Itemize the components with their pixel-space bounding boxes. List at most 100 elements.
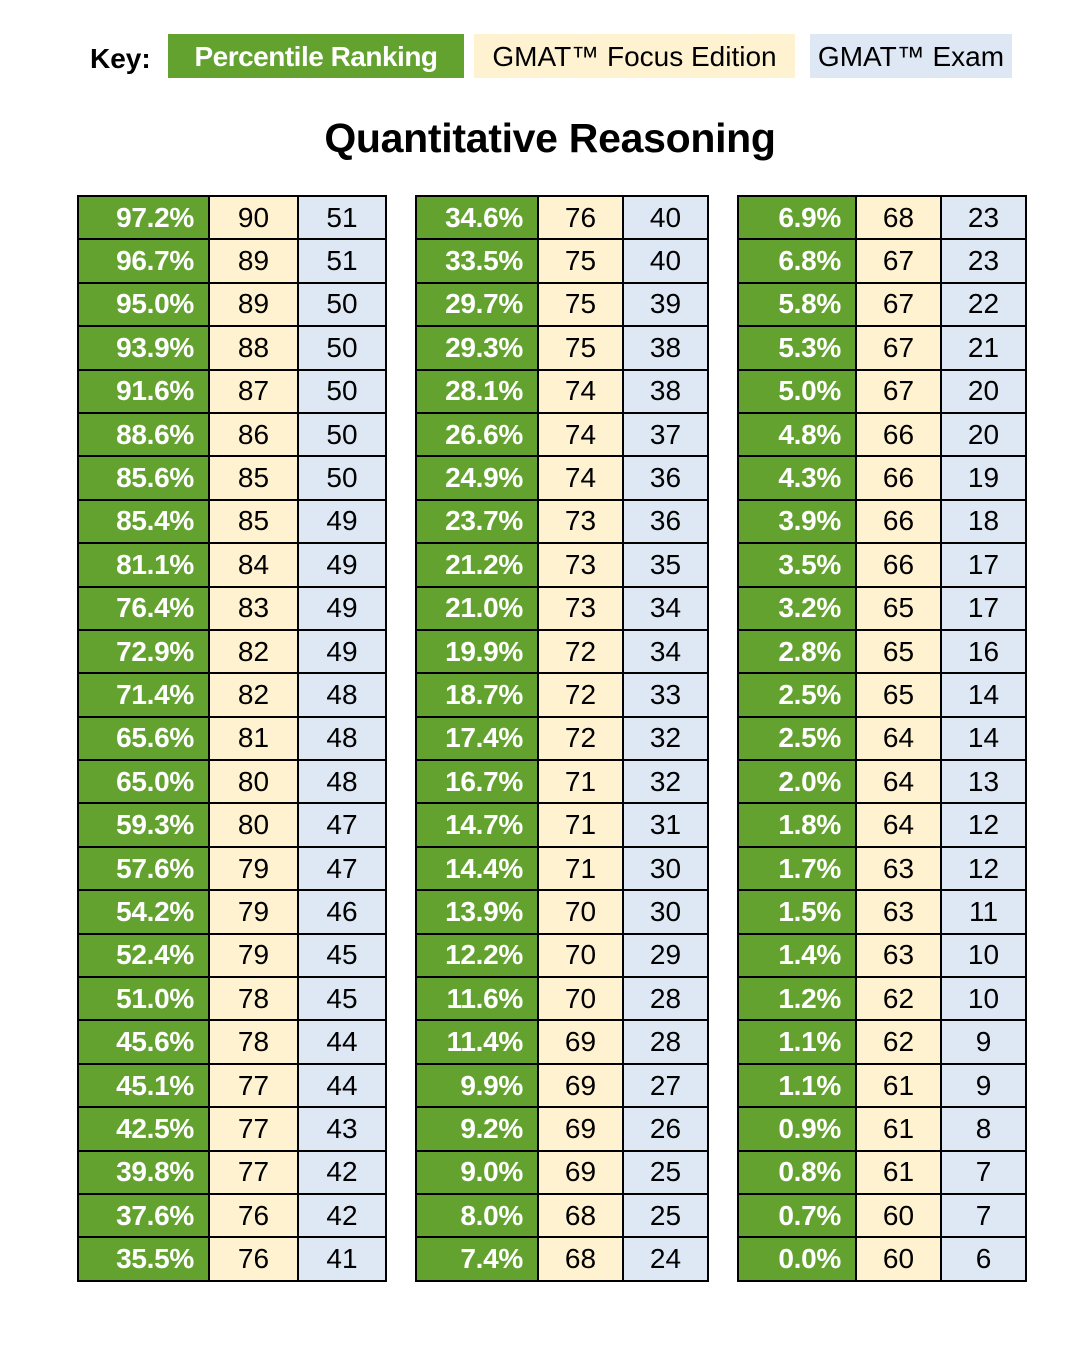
classic-score-cell: 29: [622, 932, 709, 979]
focus-score-cell: 74: [537, 455, 624, 501]
focus-score-cell: 72: [537, 715, 624, 762]
focus-score-cell: 77: [208, 1149, 299, 1195]
classic-score-cell: 50: [297, 455, 387, 501]
percentile-cell: 3.9%: [737, 498, 857, 545]
percentile-cell: 12.2%: [415, 932, 539, 979]
percentile-cell: 0.8%: [737, 1149, 857, 1195]
focus-score-cell: 84: [208, 542, 299, 588]
focus-score-cell: 61: [855, 1149, 942, 1195]
percentile-cell: 0.9%: [737, 1106, 857, 1152]
table-row: 23.7% 73 36: [415, 498, 709, 545]
classic-score-cell: 48: [297, 759, 387, 805]
table-row: 51.0% 78 45: [77, 976, 387, 1022]
focus-score-cell: 82: [208, 672, 299, 718]
table-row: 0.8% 61 7: [737, 1149, 1027, 1195]
percentile-cell: 4.8%: [737, 411, 857, 458]
percentile-cell: 65.6%: [77, 715, 210, 762]
classic-score-cell: 7: [940, 1149, 1027, 1195]
classic-score-cell: 49: [297, 628, 387, 675]
percentile-cell: 21.0%: [415, 585, 539, 631]
table-row: 2.5% 64 14: [737, 715, 1027, 762]
table-row: 29.3% 75 38: [415, 325, 709, 371]
table-row: 14.7% 71 31: [415, 802, 709, 848]
percentile-cell: 1.1%: [737, 1019, 857, 1065]
focus-score-cell: 67: [855, 281, 942, 328]
score-table-2: 34.6% 76 40 33.5% 75 40 29.7% 75 39 29.3% 75 38 28.1…: [415, 194, 709, 1282]
table-row: 54.2% 79 46: [77, 889, 387, 935]
percentile-cell: 93.9%: [77, 325, 210, 371]
classic-score-cell: 14: [940, 715, 1027, 762]
percentile-cell: 45.1%: [77, 1062, 210, 1109]
classic-score-cell: 9: [940, 1019, 1027, 1065]
percentile-cell: 19.9%: [415, 628, 539, 675]
percentile-cell: 37.6%: [77, 1192, 210, 1239]
table-row: 4.8% 66 20: [737, 411, 1027, 458]
focus-score-cell: 62: [855, 1019, 942, 1065]
focus-score-cell: 70: [537, 889, 624, 935]
table-row: 97.2% 90 51: [77, 194, 387, 241]
classic-score-cell: 37: [622, 411, 709, 458]
table-row: 17.4% 72 32: [415, 715, 709, 762]
focus-score-cell: 67: [855, 238, 942, 284]
table-row: 33.5% 75 40: [415, 238, 709, 284]
classic-score-cell: 38: [622, 325, 709, 371]
classic-score-cell: 30: [622, 889, 709, 935]
percentile-cell: 95.0%: [77, 281, 210, 328]
table-row: 81.1% 84 49: [77, 542, 387, 588]
table-row: 72.9% 82 49: [77, 628, 387, 675]
percentile-cell: 5.8%: [737, 281, 857, 328]
focus-score-cell: 71: [537, 759, 624, 805]
percentile-cell: 13.9%: [415, 889, 539, 935]
focus-score-cell: 76: [208, 1192, 299, 1239]
focus-score-cell: 74: [537, 368, 624, 414]
classic-score-cell: 46: [297, 889, 387, 935]
table-row: 3.2% 65 17: [737, 585, 1027, 631]
classic-score-cell: 49: [297, 585, 387, 631]
table-row: 1.7% 63 12: [737, 845, 1027, 892]
classic-score-cell: 16: [940, 628, 1027, 675]
focus-score-cell: 79: [208, 932, 299, 979]
table-row: 11.6% 70 28: [415, 976, 709, 1022]
table-row: 5.3% 67 21: [737, 325, 1027, 371]
focus-score-cell: 80: [208, 802, 299, 848]
classic-score-cell: 23: [940, 194, 1027, 241]
focus-score-cell: 76: [208, 1236, 299, 1282]
table-row: 9.9% 69 27: [415, 1062, 709, 1109]
classic-score-cell: 36: [622, 455, 709, 501]
focus-score-cell: 69: [537, 1149, 624, 1195]
table-row: 6.9% 68 23: [737, 194, 1027, 241]
percentile-cell: 4.3%: [737, 455, 857, 501]
focus-score-cell: 85: [208, 498, 299, 545]
focus-score-cell: 72: [537, 672, 624, 718]
classic-score-cell: 44: [297, 1019, 387, 1065]
table-row: 45.1% 77 44: [77, 1062, 387, 1109]
table-row: 12.2% 70 29: [415, 932, 709, 979]
classic-score-cell: 51: [297, 194, 387, 241]
percentile-cell: 81.1%: [77, 542, 210, 588]
focus-score-cell: 66: [855, 455, 942, 501]
classic-score-cell: 9: [940, 1062, 1027, 1109]
table-row: 2.5% 65 14: [737, 672, 1027, 718]
classic-score-cell: 28: [622, 1019, 709, 1065]
table-row: 42.5% 77 43: [77, 1106, 387, 1152]
percentile-cell: 34.6%: [415, 194, 539, 241]
classic-score-cell: 44: [297, 1062, 387, 1109]
classic-score-cell: 23: [940, 238, 1027, 284]
percentile-cell: 91.6%: [77, 368, 210, 414]
classic-score-cell: 22: [940, 281, 1027, 328]
classic-score-cell: 24: [622, 1236, 709, 1282]
percentile-cell: 28.1%: [415, 368, 539, 414]
focus-score-cell: 80: [208, 759, 299, 805]
table-row: 0.0% 60 6: [737, 1236, 1027, 1282]
focus-score-cell: 65: [855, 628, 942, 675]
focus-score-cell: 75: [537, 281, 624, 328]
focus-score-cell: 63: [855, 932, 942, 979]
classic-score-cell: 26: [622, 1106, 709, 1152]
classic-score-cell: 28: [622, 976, 709, 1022]
table-row: 57.6% 79 47: [77, 845, 387, 892]
classic-score-cell: 17: [940, 542, 1027, 588]
focus-score-cell: 88: [208, 325, 299, 371]
classic-score-cell: 20: [940, 368, 1027, 414]
table-row: 19.9% 72 34: [415, 628, 709, 675]
focus-score-cell: 70: [537, 932, 624, 979]
